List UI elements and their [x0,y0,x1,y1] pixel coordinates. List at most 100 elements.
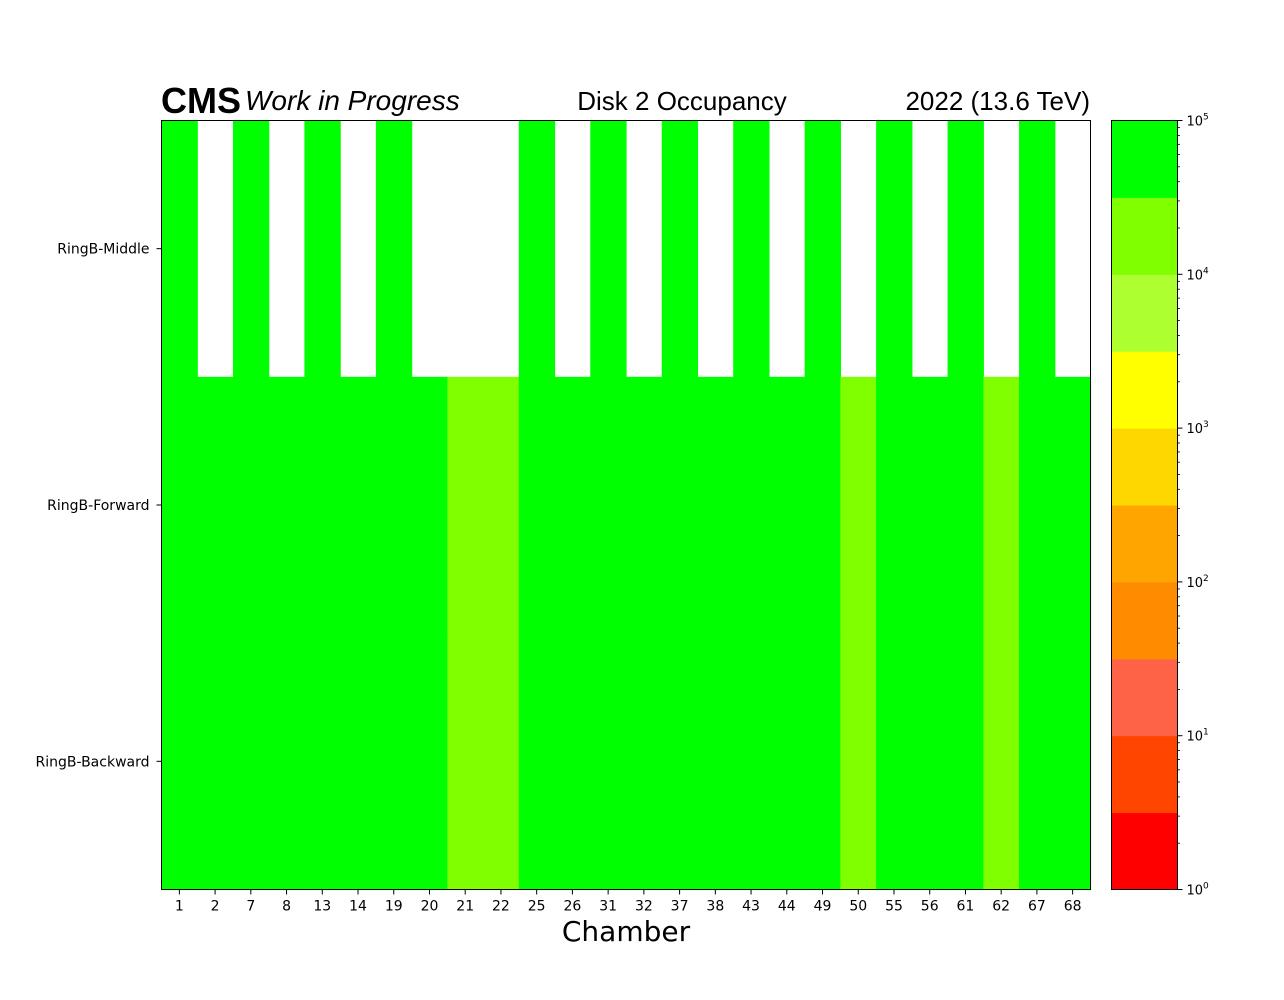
heatmap-cell [554,633,591,891]
colorbar-segment [1111,812,1178,890]
chart-title: Disk 2 Occupancy [577,86,787,116]
x-tick-label: 19 [385,899,403,915]
x-tick-label: 22 [492,899,510,915]
heatmap-cell [161,120,198,378]
x-tick-label: 37 [671,899,689,915]
heatmap-cell [876,633,913,891]
y-tick-label: RingB-Forward [47,498,149,514]
x-tick-label: 21 [456,899,474,915]
heatmap-cell [590,376,627,634]
heatmap-cell [268,376,306,634]
y-tick-label: RingB-Middle [57,242,149,258]
heatmap-cell [232,633,270,891]
x-tick-label: 49 [814,899,832,915]
heatmap-cell [518,376,556,634]
x-tick-label: 1 [175,899,184,915]
heatmap-cell [804,120,841,378]
colorbar-frame [1111,120,1178,890]
colorbar-tick-label: 102 [1187,574,1209,591]
heatmap-cell [447,376,484,634]
colorbar-tick-label: 103 [1187,420,1209,437]
heatmap-cell [197,633,234,891]
heatmap-cell [232,376,270,634]
heatmap-cell [947,376,984,634]
heatmap-cell [911,633,949,891]
heatmap-cell [375,376,413,634]
heatmap-cell [1019,633,1056,891]
x-tick-label: 7 [246,899,255,915]
heatmap-cell [161,633,198,891]
heatmap-cell [733,633,770,891]
colorbar-segment [1111,274,1178,352]
x-tick-label: 31 [599,899,617,915]
x-tick-label: 56 [921,899,939,915]
x-tick-label: 13 [313,899,331,915]
x-tick-label: 2 [211,899,220,915]
x-tick-label: 61 [957,899,975,915]
colorbar-segment [1111,735,1178,814]
heatmap-cell [661,376,699,634]
colorbar-tick-label: 104 [1187,266,1210,283]
x-axis-label: Chamber [562,915,691,948]
heatmap-cell [697,633,734,891]
heatmap-cell [340,633,377,891]
heatmap-cell [983,633,1020,891]
heatmap-cell [1054,633,1092,891]
colorbar-segment [1111,428,1178,506]
x-tick-label: 62 [992,899,1010,915]
heatmap-cell [876,120,913,378]
heatmap-cell [947,633,984,891]
heatmap-cell [876,376,913,634]
heatmap-cell [661,120,699,378]
heatmap-cell [304,120,341,378]
heatmap-cell [840,633,877,891]
x-tick-label: 43 [742,899,760,915]
heatmap-cell [590,633,627,891]
heatmap-cell [947,120,984,378]
heatmap-cell [840,376,877,634]
heatmap-cell [340,376,377,634]
heatmap-cell [268,633,306,891]
heatmap-cell [375,633,413,891]
x-tick-label: 32 [635,899,653,915]
heatmap-cell [626,376,663,634]
heatmap-cell [232,120,270,378]
heatmap-cell [697,376,734,634]
colorbar-segment [1111,505,1178,583]
y-tick-label: RingB-Backward [36,754,150,770]
heatmap-cell [304,376,341,634]
heatmap-cell [804,633,841,891]
x-tick-label: 8 [282,899,291,915]
heatmap-cell [911,376,949,634]
x-tick-label: 68 [1064,899,1082,915]
colorbar-ticks: 100 101 102 103 104 105 [1177,113,1210,899]
heatmap-cell [1054,376,1092,634]
colorbar [1111,120,1178,890]
heatmap-cells [161,120,1092,891]
colorbar-segment [1111,658,1178,737]
heatmap-cell [1019,376,1056,634]
colorbar-tick-label: 105 [1187,113,1209,130]
x-tick-label: 25 [528,899,546,915]
x-axis-ticks: 1 2 7 8 13 14 19 20 21 22 25 26 31 32 37 38 43 44 49 50 55 56… [175,889,1082,915]
heatmap-cell [518,633,556,891]
colorbar-tick-label: 101 [1187,728,1209,745]
heatmap-cell [483,376,520,634]
x-tick-label: 50 [849,899,867,915]
heatmap-cell [554,376,591,634]
heatmap-cell [983,376,1020,634]
status-label: Work in Progress [245,85,460,116]
heatmap-cell [1019,120,1056,378]
x-tick-label: 38 [706,899,724,915]
x-tick-label: 14 [349,899,367,915]
heatmap-cell [768,633,806,891]
heatmap-cell [411,633,448,891]
heatmap-cell [733,376,770,634]
x-tick-label: 67 [1028,899,1046,915]
heatmap-cell [197,376,234,634]
colorbar-segment [1111,120,1178,198]
heatmap-cell [304,633,341,891]
x-tick-label: 55 [885,899,903,915]
heatmap-cell [733,120,770,378]
